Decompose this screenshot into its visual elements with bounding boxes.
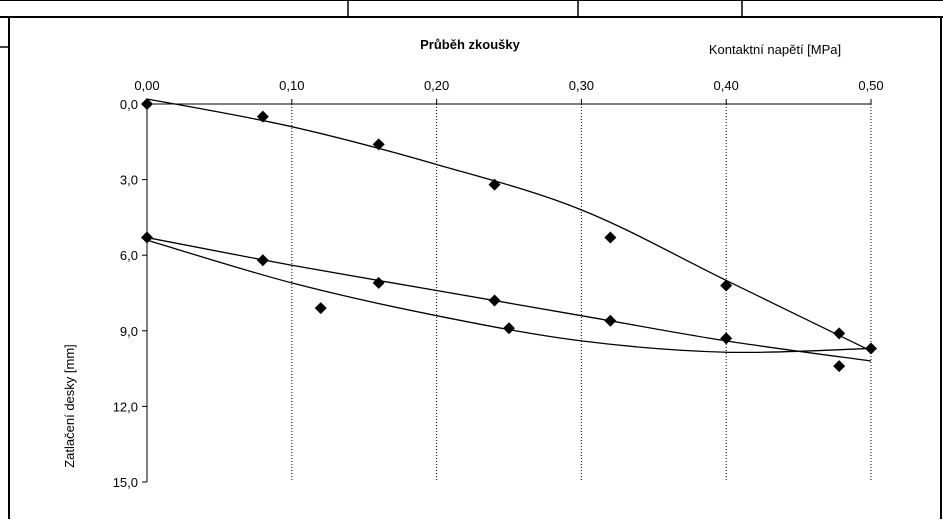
data-point bbox=[372, 276, 385, 289]
data-point bbox=[141, 98, 153, 110]
trendline-3 bbox=[146, 239, 872, 354]
x-tick-label: 0,30 bbox=[569, 78, 594, 93]
axes bbox=[146, 103, 871, 482]
y-tick-label: 15,0 bbox=[113, 475, 138, 490]
data-point bbox=[865, 342, 877, 355]
data-point bbox=[488, 294, 501, 307]
x-tick-labels: 0,00 0,10 0,20 0,30 0,40 0,50 bbox=[134, 78, 884, 104]
data-point bbox=[503, 322, 515, 335]
x-tick-label: 0,50 bbox=[858, 78, 883, 93]
data-points bbox=[141, 98, 877, 373]
vertical-gridlines bbox=[291, 104, 872, 482]
data-point bbox=[604, 314, 617, 327]
data-point bbox=[256, 110, 269, 123]
x-tick-label: 0,00 bbox=[134, 78, 159, 93]
data-point bbox=[720, 332, 733, 345]
y-tick-label: 6,0 bbox=[120, 248, 138, 263]
data-point bbox=[488, 178, 501, 191]
data-point bbox=[833, 327, 846, 340]
y-tick-label: 9,0 bbox=[120, 324, 138, 339]
chart-title: Průběh zkoušky bbox=[420, 37, 520, 52]
y-tick-label: 0,0 bbox=[120, 97, 138, 112]
data-point bbox=[372, 138, 385, 151]
data-point bbox=[314, 302, 327, 315]
data-point bbox=[720, 279, 733, 292]
trendline-2 bbox=[146, 236, 872, 362]
data-point bbox=[256, 254, 269, 267]
data-point bbox=[141, 231, 153, 244]
trendline-1 bbox=[146, 98, 872, 352]
y-axis-label: Zatlačení desky [mm] bbox=[62, 344, 77, 468]
data-point bbox=[604, 231, 617, 244]
y-tick-label: 3,0 bbox=[120, 173, 138, 188]
y-tick-labels: 0,0 3,0 6,0 9,0 12,0 15,0 bbox=[113, 97, 147, 490]
data-point bbox=[833, 360, 846, 373]
x-tick-label: 0,10 bbox=[279, 78, 304, 93]
trendlines bbox=[146, 98, 872, 362]
x-tick-label: 0,20 bbox=[424, 78, 449, 93]
x-tick-label: 0,40 bbox=[714, 78, 739, 93]
x-axis-label: Kontaktní napětí [MPa] bbox=[709, 42, 841, 57]
y-tick-label: 12,0 bbox=[113, 399, 138, 414]
